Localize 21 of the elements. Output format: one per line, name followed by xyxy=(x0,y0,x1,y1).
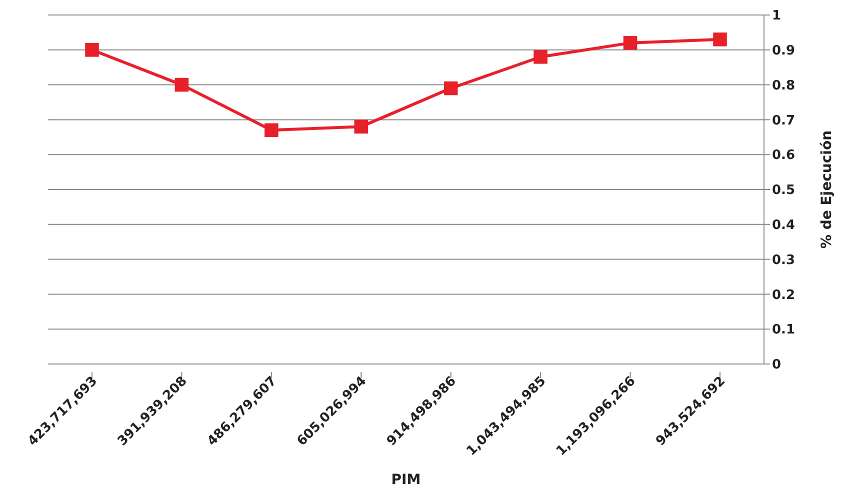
point xyxy=(174,78,189,92)
point xyxy=(534,50,548,64)
y-tick-label: 0.7 xyxy=(772,113,796,128)
point xyxy=(623,36,638,50)
y-tick-label: 0.4 xyxy=(772,218,796,234)
y-tick-label: 1 xyxy=(772,8,782,24)
x-axis-title: PIM xyxy=(391,472,421,488)
y-tick-label: 0.9 xyxy=(772,44,796,59)
point xyxy=(264,123,278,138)
y-tick-label: 0.6 xyxy=(772,148,796,164)
point xyxy=(713,32,727,46)
y-tick-label: 0 xyxy=(772,358,782,373)
y-axis-title: % de Ejecución xyxy=(818,130,835,249)
point xyxy=(444,81,458,96)
y-tick-label: 0.5 xyxy=(772,183,796,198)
y-tick-label: 0.8 xyxy=(772,78,796,94)
point xyxy=(85,43,99,57)
point xyxy=(354,120,368,134)
y-tick-label: 0.2 xyxy=(772,288,796,303)
y-tick-label: 0.3 xyxy=(772,252,796,268)
y-tick-label: 0.1 xyxy=(772,322,796,338)
